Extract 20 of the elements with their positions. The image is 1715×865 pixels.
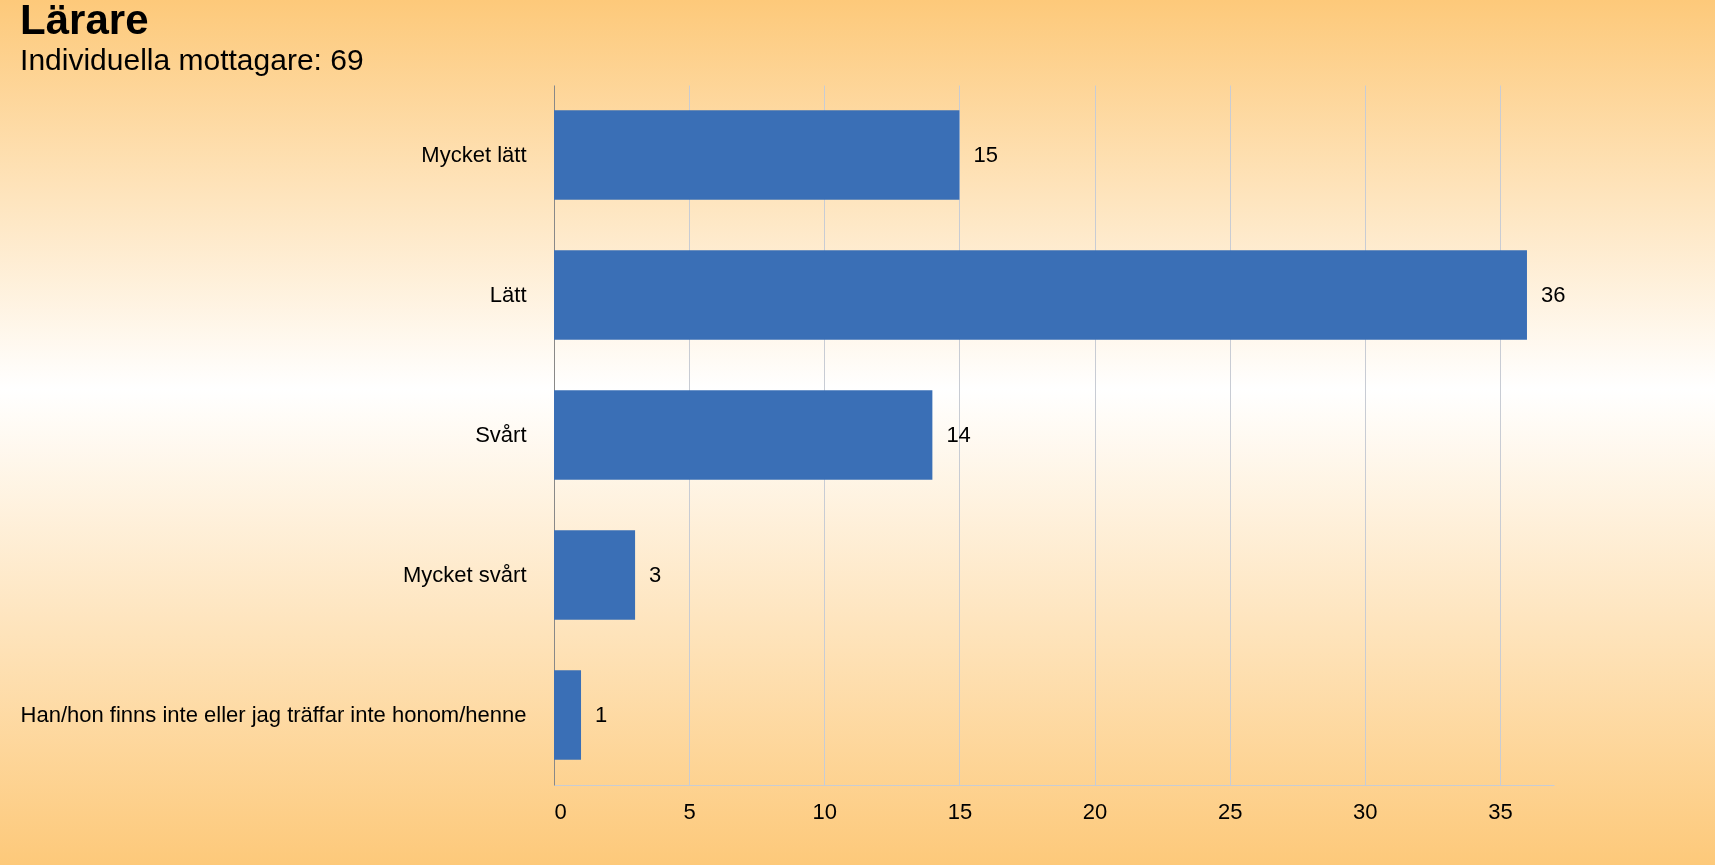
x-tick-label: 5 [683, 798, 696, 824]
data-label: 15 [973, 142, 998, 167]
y-tick-label: Mycket svårt [403, 562, 527, 587]
x-tick-label: 10 [812, 798, 838, 824]
x-tick-label: 35 [1488, 798, 1513, 824]
data-label: 36 [1540, 282, 1566, 307]
y-tick-label: Han/hon finns inte eller jag träffar inte honom/henne [20, 702, 527, 727]
text: Lärare [20, 0, 149, 43]
y-tick-label: Svårt [475, 422, 527, 447]
x-tick-label: 25 [1217, 798, 1243, 824]
x-tick-label: 15 [947, 798, 973, 824]
y-tick-label: Lätt [489, 282, 527, 307]
y-tick-label: Mycket lätt [421, 142, 527, 167]
data-label: 3 [649, 562, 662, 587]
x-tick-label: 30 [1353, 798, 1378, 824]
data-label: 14 [946, 422, 971, 447]
x-tick-label: 20 [1082, 798, 1108, 824]
data-label: 1 [595, 702, 608, 727]
text: Individuella mottagare: 69 [20, 43, 364, 76]
x-tick-label: 0 [554, 798, 567, 824]
